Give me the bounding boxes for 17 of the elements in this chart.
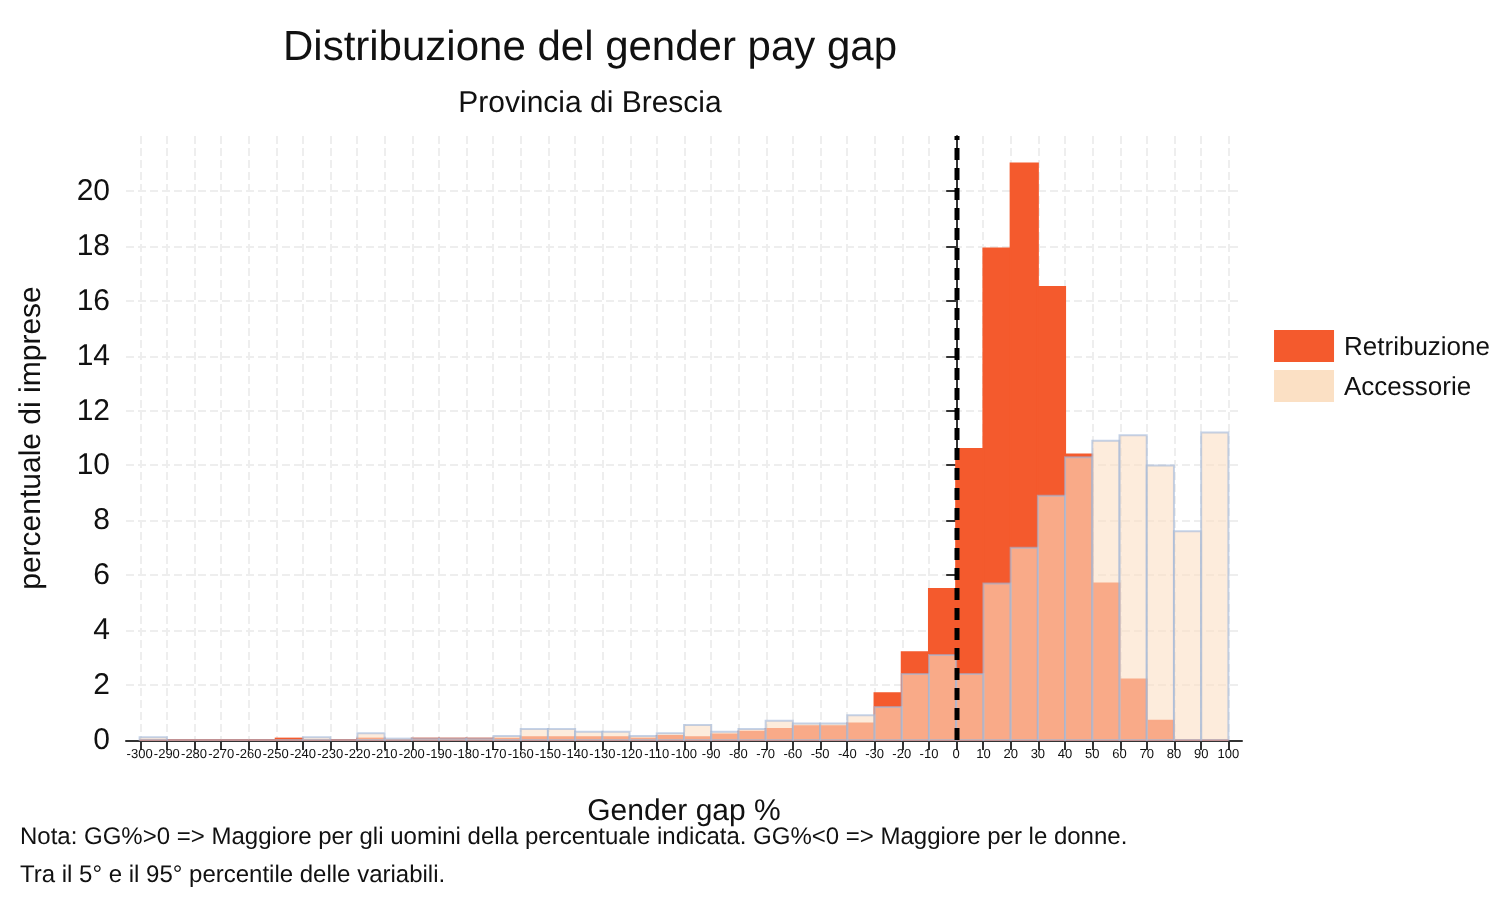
- y-tick-label: 8: [93, 503, 110, 538]
- y-axis-title: percentuale di imprese: [14, 286, 48, 590]
- chart-subtitle: Provincia di Brescia: [458, 86, 724, 120]
- text: Tra il 5° e il 95° percentile delle variabili.: [20, 860, 446, 888]
- y-tick-label: 14: [76, 338, 110, 373]
- legend-label: Retribuzione: [1344, 331, 1491, 361]
- chart-title: Distribuzione del gender pay gap: [282, 24, 898, 70]
- y-tick-label: 18: [76, 228, 110, 263]
- y-tick-label: 2: [93, 668, 110, 703]
- y-tick-label: 4: [93, 613, 110, 648]
- y-tick-label: 16: [76, 283, 110, 318]
- legend-label: Accessorie: [1344, 371, 1472, 401]
- y-tick-label: 10: [76, 448, 110, 483]
- y-tick-label: 20: [76, 173, 110, 208]
- y-tick-label: 6: [93, 558, 110, 593]
- x-axis-title: Gender gap %: [587, 794, 781, 828]
- y-tick-label: 12: [76, 393, 110, 428]
